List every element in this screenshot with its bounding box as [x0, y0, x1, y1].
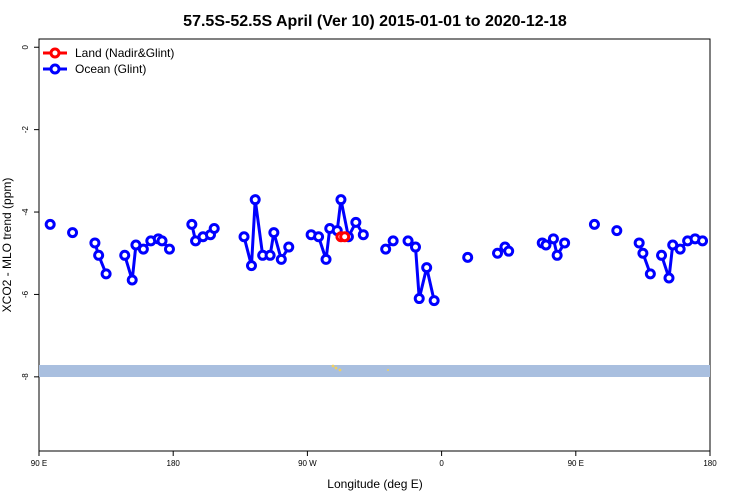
x-tick-label: 90 E: [31, 459, 47, 468]
series-land: [335, 231, 351, 243]
data-point: [540, 239, 552, 251]
x-tick-label: 180: [167, 459, 181, 468]
legend-label: Land (Nadir&Glint): [75, 46, 174, 60]
series-layer: [44, 194, 709, 307]
data-point: [551, 249, 563, 261]
data-point: [245, 260, 257, 272]
data-point: [663, 272, 675, 284]
land-mask-band: [39, 365, 710, 377]
data-point: [89, 237, 101, 249]
data-point: [339, 231, 351, 243]
y-tick-label: 0: [21, 44, 30, 49]
data-point: [674, 243, 686, 255]
data-point: [238, 231, 250, 243]
land-mask-speck: [331, 364, 335, 368]
data-point: [402, 235, 414, 247]
plot-frame: [38, 38, 711, 452]
y-tick-label: -6: [21, 290, 30, 298]
data-point: [119, 249, 131, 261]
x-tick-label: 0: [439, 459, 444, 468]
data-point: [320, 253, 332, 265]
data-point: [283, 241, 295, 253]
y-axis: 0 -2 -4 -6 -8: [21, 44, 39, 380]
data-point: [492, 247, 504, 259]
chart-title: 57.5S-52.5S April (Ver 10) 2015-01-01 to…: [183, 13, 567, 30]
x-axis: 90 E 180 90 W 0 90 E 180: [31, 451, 717, 468]
data-point: [410, 241, 422, 253]
legend: Land (Nadir&Glint) Ocean (Glint): [43, 46, 174, 76]
y-tick-label: -2: [21, 126, 30, 134]
data-point: [67, 227, 79, 239]
data-point: [100, 268, 112, 280]
data-point: [462, 251, 474, 263]
land-mask-speck: [387, 369, 389, 371]
data-point: [264, 249, 276, 261]
data-point: [335, 194, 347, 206]
data-point: [611, 225, 623, 237]
x-axis-label: Longitude (deg E): [327, 477, 422, 491]
data-point: [268, 227, 280, 239]
data-point: [697, 235, 709, 247]
land-mask-speck: [338, 368, 342, 372]
data-point: [421, 262, 433, 274]
data-point: [428, 295, 440, 307]
data-point: [559, 237, 571, 249]
data-point: [547, 233, 559, 245]
data-point: [503, 245, 515, 257]
data-point: [644, 268, 656, 280]
data-point: [637, 247, 649, 259]
data-point: [249, 194, 261, 206]
y-tick-label: -4: [21, 208, 30, 216]
data-point: [186, 218, 198, 230]
land-mask-speck: [334, 366, 338, 370]
y-axis-label: XCO2 - MLO trend (ppm): [0, 178, 14, 313]
data-point: [126, 274, 138, 286]
legend-marker: [49, 63, 61, 75]
data-point: [588, 218, 600, 230]
data-point: [387, 235, 399, 247]
x-tick-label: 90 W: [298, 459, 317, 468]
data-point: [656, 249, 668, 261]
x-tick-label: 180: [703, 459, 717, 468]
data-point: [208, 223, 220, 235]
y-tick-label: -8: [21, 373, 30, 381]
data-point: [44, 218, 56, 230]
data-point: [413, 293, 425, 305]
data-point: [93, 249, 105, 261]
x-tick-label: 90 E: [568, 459, 584, 468]
data-point: [275, 253, 287, 265]
data-point: [313, 231, 325, 243]
legend-label: Ocean (Glint): [75, 62, 146, 76]
data-point: [380, 243, 392, 255]
data-point: [633, 237, 645, 249]
data-point: [350, 216, 362, 228]
legend-marker: [49, 47, 61, 59]
data-point: [137, 243, 149, 255]
data-point: [163, 243, 175, 255]
data-point: [357, 229, 369, 241]
series-ocean: [44, 194, 709, 307]
data-point: [156, 235, 168, 247]
